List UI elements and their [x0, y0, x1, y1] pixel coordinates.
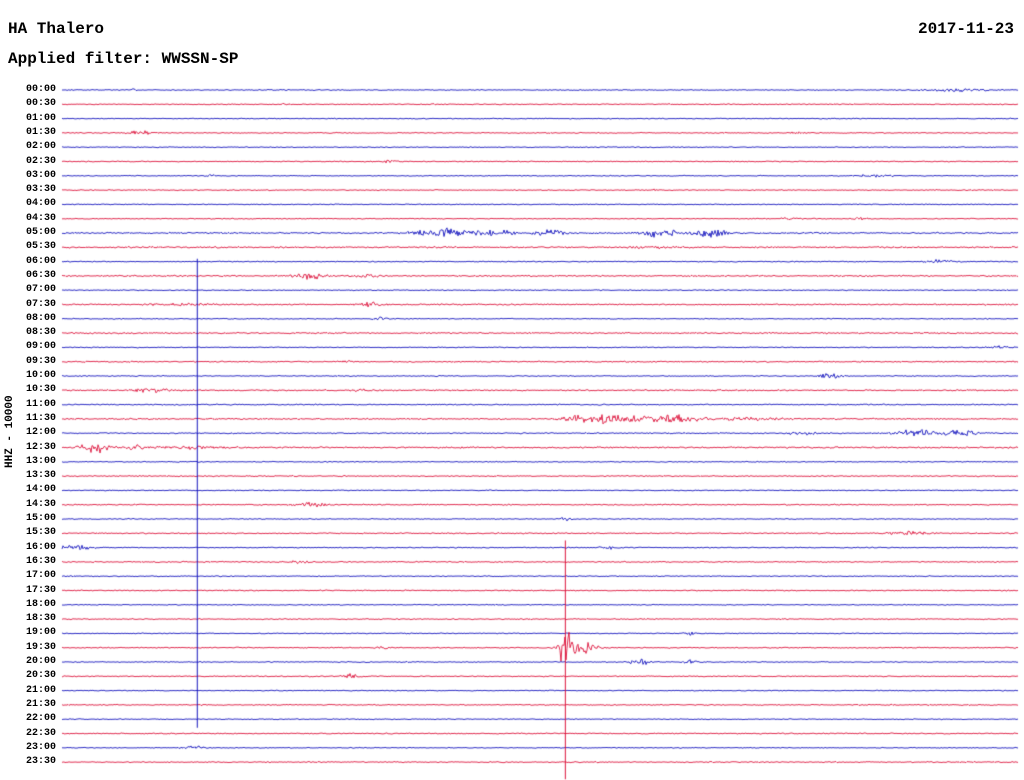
- date-label: 2017-11-23: [917, 20, 1014, 38]
- station-name: HA Thalero: [8, 20, 105, 38]
- filter-label: Applied filter: WWSSN-SP: [8, 50, 239, 68]
- channel-axis-label: HHZ - 10000: [4, 395, 16, 468]
